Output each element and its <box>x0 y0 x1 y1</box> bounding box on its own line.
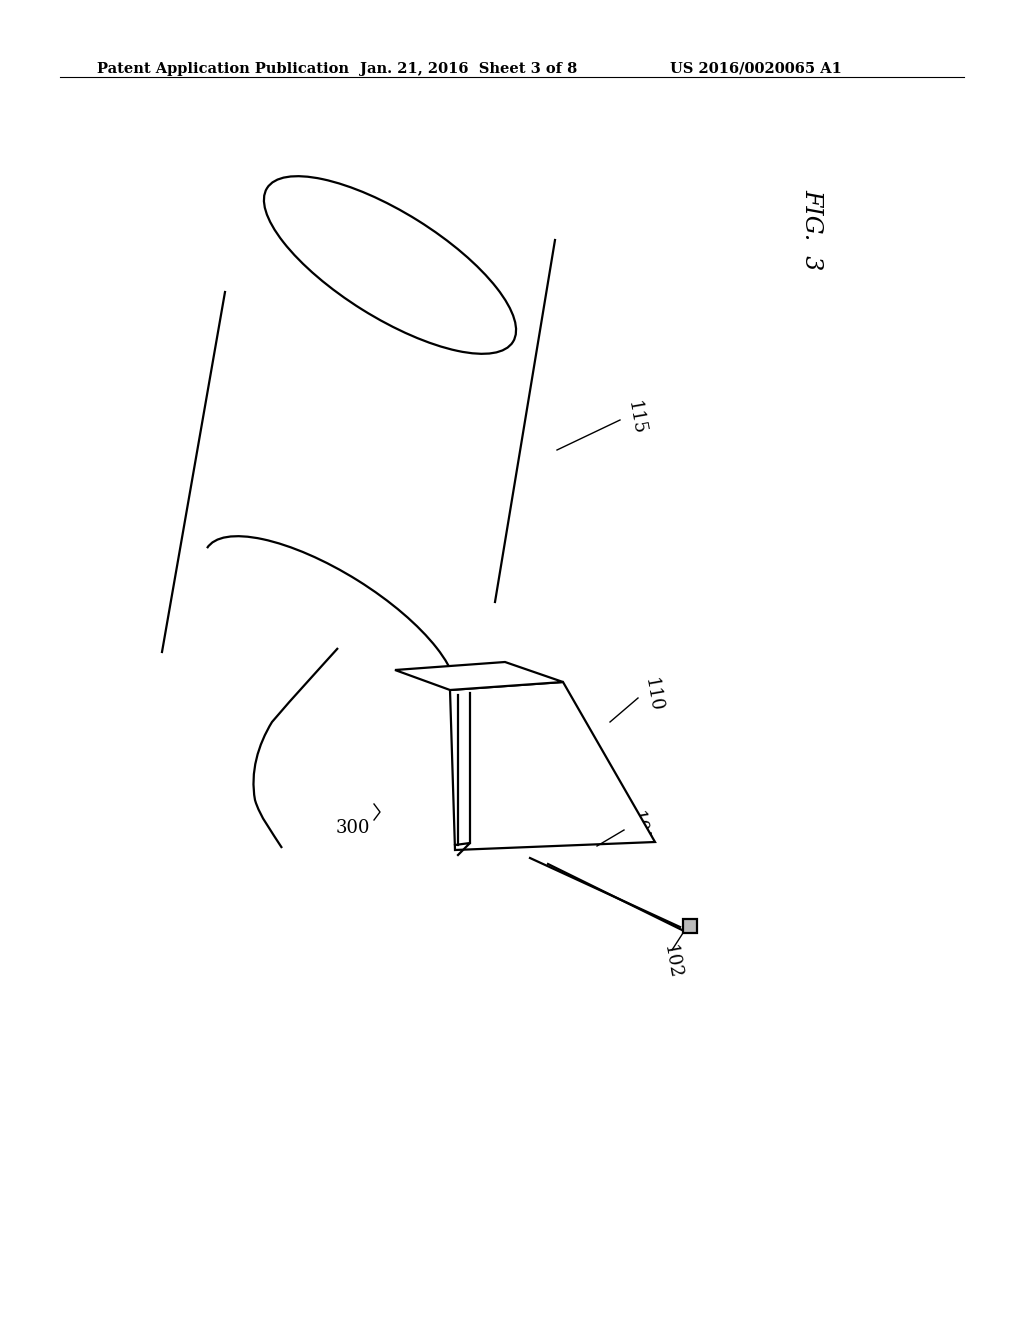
Text: FIG.  3: FIG. 3 <box>800 189 823 271</box>
Text: US 2016/0020065 A1: US 2016/0020065 A1 <box>670 62 842 77</box>
Text: 300: 300 <box>336 818 370 837</box>
Text: 102: 102 <box>660 944 684 981</box>
Polygon shape <box>683 919 697 933</box>
Polygon shape <box>395 663 563 690</box>
Text: Patent Application Publication: Patent Application Publication <box>97 62 349 77</box>
Ellipse shape <box>204 536 456 714</box>
Ellipse shape <box>264 176 516 354</box>
Polygon shape <box>162 240 555 652</box>
Text: Jan. 21, 2016  Sheet 3 of 8: Jan. 21, 2016 Sheet 3 of 8 <box>360 62 578 77</box>
Text: 115: 115 <box>624 400 648 437</box>
Polygon shape <box>450 682 655 850</box>
Text: 105: 105 <box>627 809 650 846</box>
Text: 110: 110 <box>641 676 665 714</box>
